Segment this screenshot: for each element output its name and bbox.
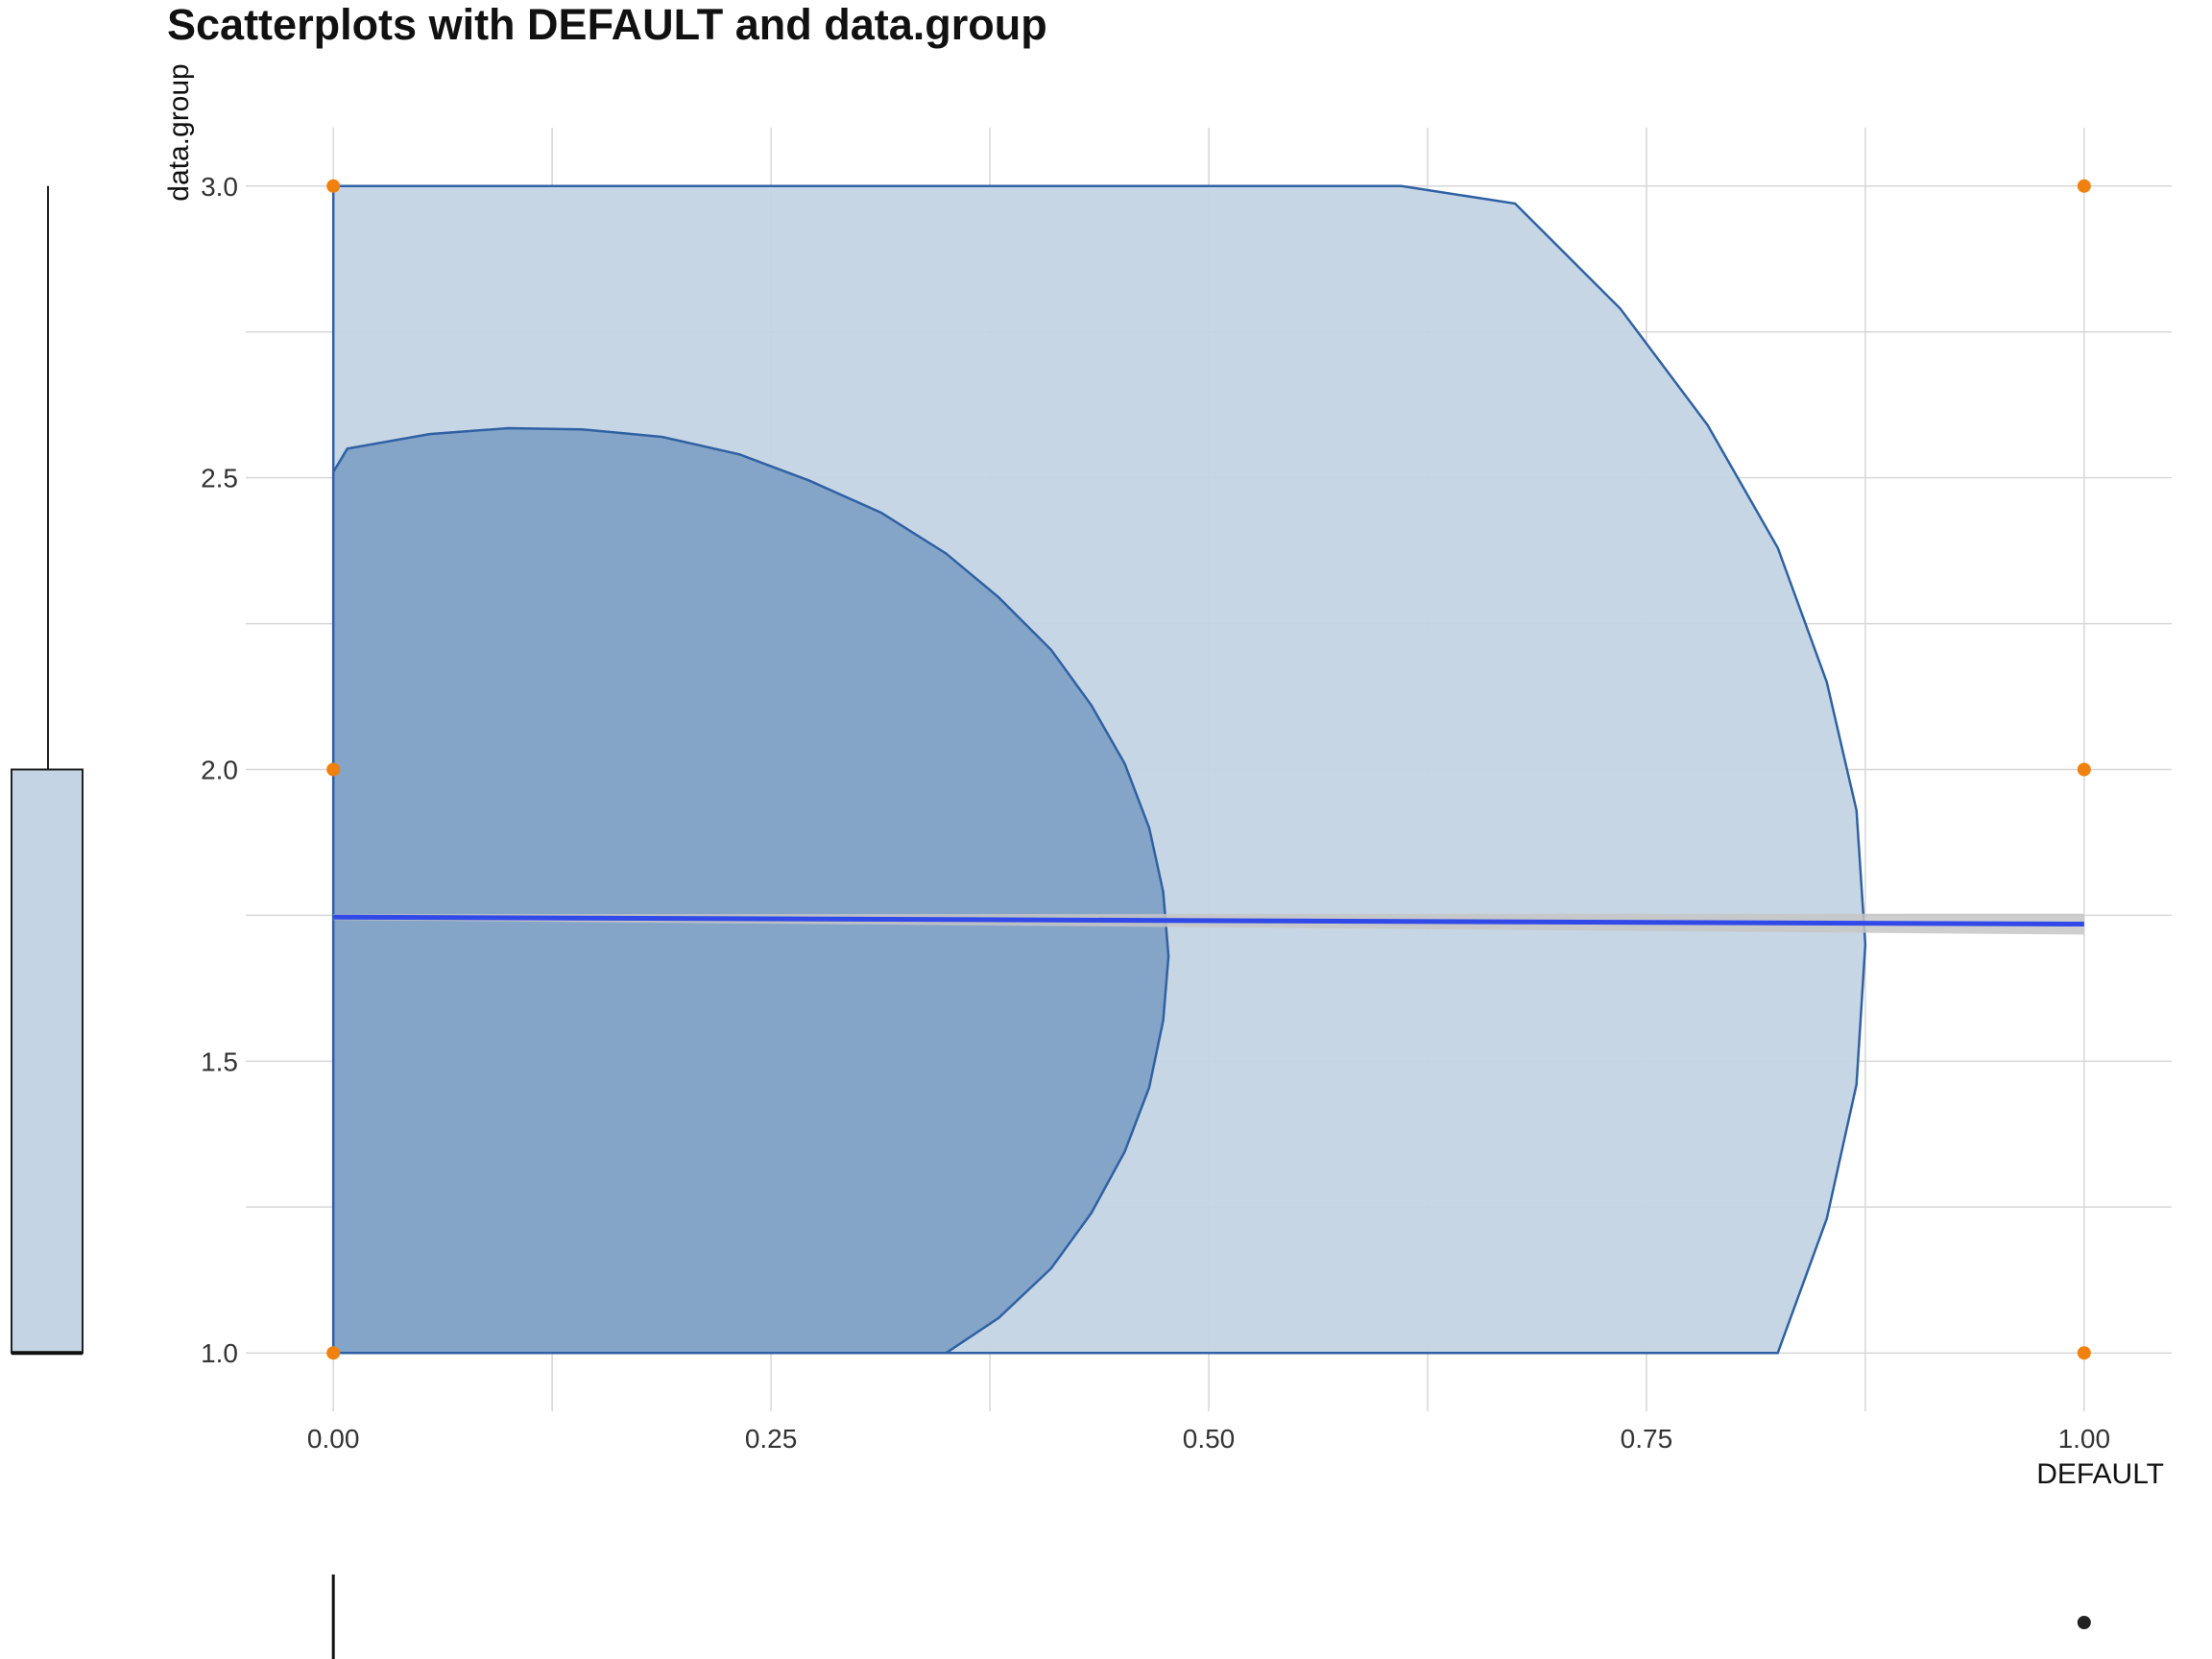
data-point (326, 179, 341, 193)
x-axis-title: DEFAULT (2036, 1458, 2164, 1490)
density-contour-inner (331, 426, 1170, 1355)
data-point (326, 1346, 341, 1360)
data-point (2077, 762, 2091, 777)
y-tick-label: 2.5 (201, 464, 238, 493)
x-axis-ticks: 0.00 0.25 0.50 0.75 1.00 (307, 1424, 2110, 1454)
x-boxplot-outlier (2077, 1616, 2091, 1629)
density-contours (331, 184, 1867, 1355)
data-points (326, 179, 2091, 1360)
y-tick-label: 1.0 (201, 1338, 238, 1368)
x-tick-label: 0.75 (1621, 1424, 1673, 1454)
data-point (2077, 1346, 2091, 1360)
y-tick-label: 1.5 (201, 1046, 238, 1076)
x-tick-label: 0.50 (1183, 1424, 1236, 1454)
y-axis-ticks: 1.0 1.5 2.0 2.5 3.0 (201, 172, 238, 1368)
y-tick-label: 3.0 (201, 172, 238, 202)
x-tick-label: 1.00 (2058, 1424, 2111, 1454)
y-axis-title: data.group (163, 63, 195, 201)
x-tick-label: 0.25 (745, 1424, 798, 1454)
y-boxplot-box (11, 768, 84, 1355)
y-tick-label: 2.0 (201, 756, 238, 785)
x-tick-label: 0.00 (307, 1424, 360, 1454)
chart-title: Scatterplots with DEFAULT and data.group (167, 0, 1047, 49)
data-point (326, 762, 341, 777)
regression-line-group (333, 914, 2084, 927)
regression-line (333, 914, 2084, 927)
marginal-x-boxplot (331, 1575, 2091, 1659)
data-point (2077, 179, 2091, 193)
marginal-y-boxplot (11, 185, 84, 1356)
